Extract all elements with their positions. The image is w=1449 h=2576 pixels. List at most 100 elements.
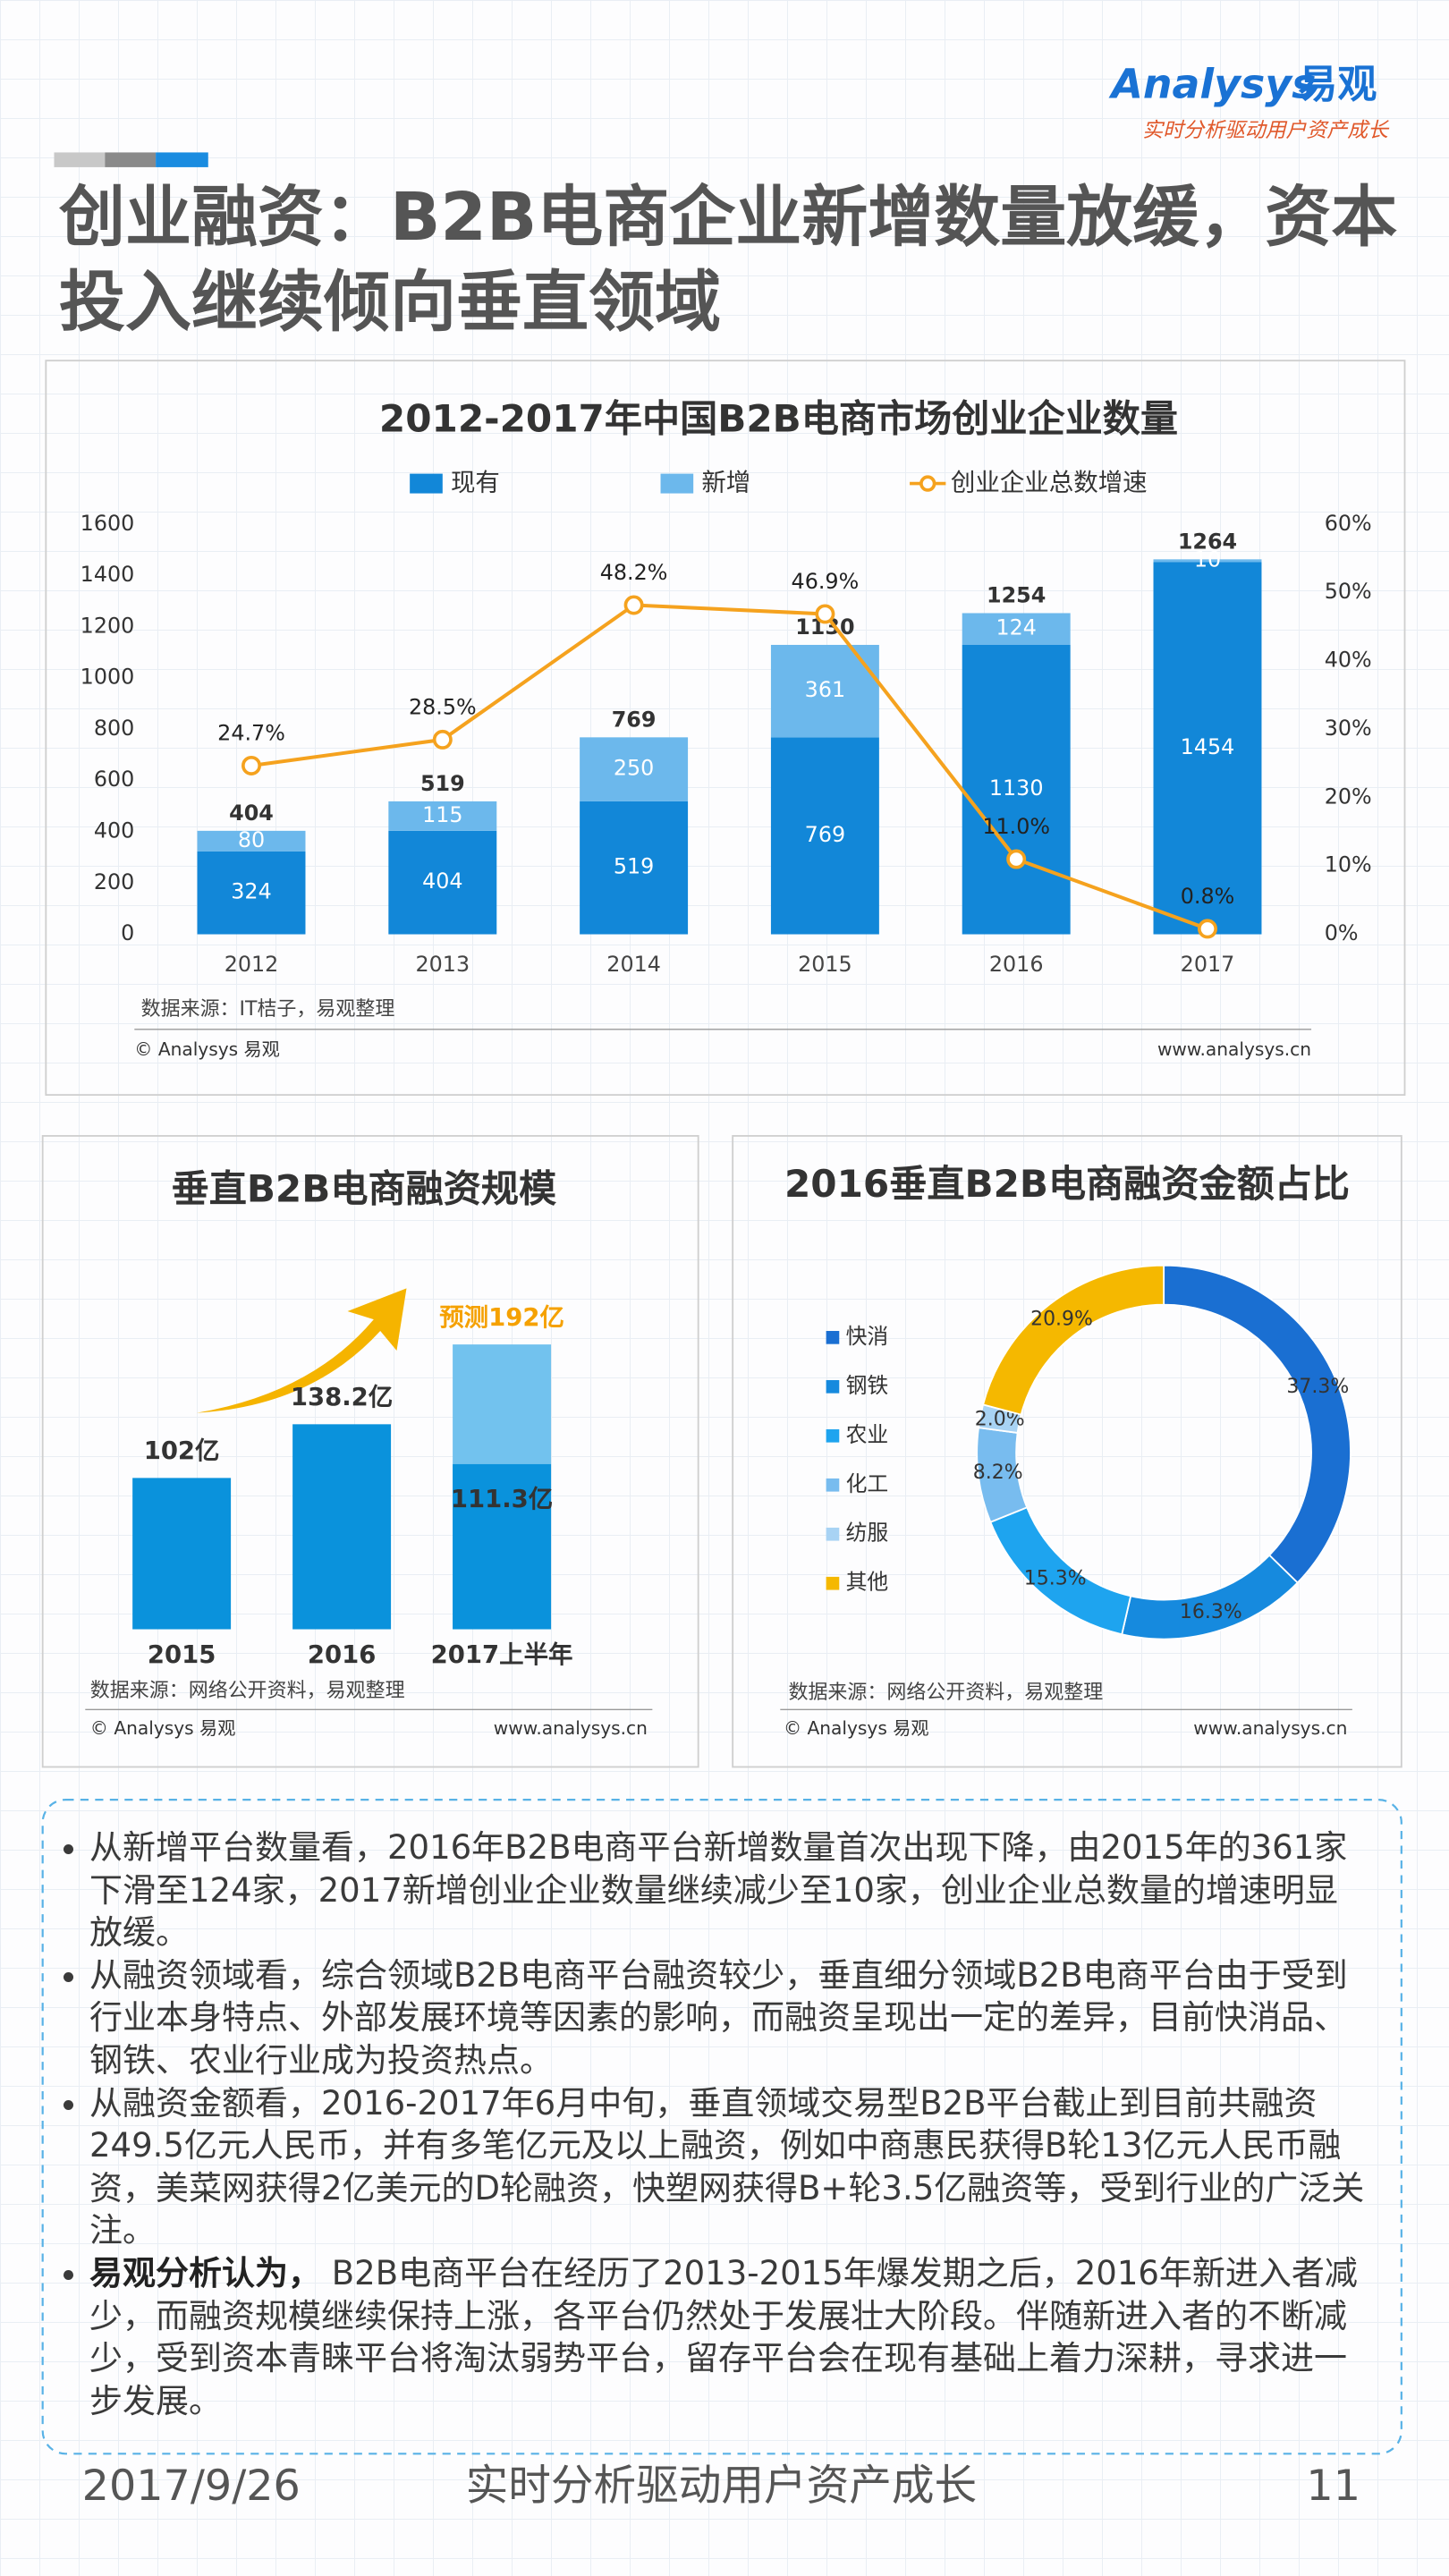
note-text: B2B电商平台在经历了2013-2015年爆发期之后，2016年新进入者减少，而… bbox=[89, 2253, 1358, 2420]
bar-value-label: 102亿 bbox=[144, 1436, 220, 1465]
bar-segment bbox=[770, 737, 879, 935]
legend-swatch bbox=[826, 1331, 840, 1344]
bar-segment bbox=[962, 644, 1071, 935]
bar-value-label: 111.3亿 bbox=[451, 1485, 553, 1513]
legend-label: 化工 bbox=[846, 1471, 889, 1496]
x-tick-label: 2013 bbox=[416, 952, 470, 977]
source-note: 数据来源：网络公开资料，易观整理 bbox=[788, 1682, 1103, 1704]
header-bar bbox=[156, 152, 208, 167]
notes-box bbox=[41, 1799, 1402, 2455]
bar-value-label: 115 bbox=[422, 802, 462, 827]
panel bbox=[45, 360, 1406, 1097]
y-tick-label: 800 bbox=[94, 716, 134, 741]
y-tick-label: 1400 bbox=[80, 562, 135, 587]
bar-segment bbox=[197, 851, 306, 935]
line-marker bbox=[1006, 849, 1027, 869]
legend-swatch bbox=[410, 473, 443, 494]
y2-tick-label: 50% bbox=[1325, 579, 1372, 604]
legend-swatch bbox=[826, 1379, 840, 1394]
note: 从融资领域看，综合领域B2B电商平台融资较少，垂直细分领域B2B电商平台由于受到… bbox=[89, 1954, 1370, 2082]
segment-label: 8.2% bbox=[973, 1462, 1023, 1484]
bar-segment bbox=[388, 801, 497, 831]
forecast-label: 预测192亿 bbox=[439, 1303, 564, 1332]
x-tick-label: 2015 bbox=[148, 1640, 216, 1669]
x-tick-label: 2017上半年 bbox=[431, 1640, 573, 1669]
header-bar bbox=[54, 152, 106, 167]
website: www.analysys.cn bbox=[1157, 1038, 1311, 1060]
total-label: 519 bbox=[420, 771, 465, 796]
source-note: 数据来源：IT桔子，易观整理 bbox=[141, 998, 395, 1021]
bar-value-label: 519 bbox=[614, 854, 654, 879]
y2-tick-label: 20% bbox=[1325, 784, 1372, 809]
x-tick-label: 2016 bbox=[989, 952, 1044, 977]
bar-value-label: 10 bbox=[1194, 547, 1221, 572]
x-tick-label: 2015 bbox=[798, 952, 852, 977]
bar bbox=[292, 1424, 392, 1630]
header-bar bbox=[105, 152, 157, 167]
y2-tick-label: 30% bbox=[1325, 716, 1372, 741]
logo-slogan: 实时分析驱动用户资产成长 bbox=[1142, 119, 1390, 142]
bar-value-label: 1130 bbox=[989, 775, 1044, 801]
line-marker bbox=[815, 604, 835, 624]
legend-marker bbox=[919, 475, 936, 492]
line-value-label: 48.2% bbox=[600, 560, 668, 585]
y-tick-label: 400 bbox=[94, 818, 134, 843]
legend-swatch bbox=[826, 1527, 840, 1541]
total-label: 769 bbox=[612, 708, 657, 733]
total-label: 1254 bbox=[987, 583, 1046, 608]
copyright: © Analysys 易观 bbox=[134, 1038, 280, 1060]
chart-title: 2016垂直B2B电商融资金额占比 bbox=[784, 1162, 1350, 1206]
y-tick-label: 200 bbox=[94, 869, 134, 894]
y2-tick-label: 60% bbox=[1325, 511, 1372, 536]
bar-value-label: 250 bbox=[614, 756, 654, 781]
notes: 从新增平台数量看，2016年B2B电商平台新增数量首次出现下降，由2015年的3… bbox=[63, 1826, 1370, 2422]
y-tick-label: 1200 bbox=[80, 613, 135, 638]
y2-tick-label: 10% bbox=[1325, 852, 1372, 877]
line-marker bbox=[1197, 919, 1217, 939]
website: www.analysys.cn bbox=[494, 1717, 648, 1739]
line-value-label: 24.7% bbox=[217, 721, 285, 746]
bar-segment bbox=[962, 613, 1071, 645]
line-value-label: 28.5% bbox=[409, 695, 477, 720]
logo: Analysys bbox=[1108, 60, 1316, 108]
chart-title: 2012-2017年中国B2B电商市场创业企业数量 bbox=[379, 396, 1178, 440]
legend-swatch bbox=[826, 1428, 840, 1443]
bar-segment bbox=[580, 737, 689, 801]
bar-segment bbox=[197, 830, 306, 852]
y-tick-label: 600 bbox=[94, 767, 134, 792]
segment-label: 15.3% bbox=[1024, 1568, 1087, 1590]
x-tick-label: 2016 bbox=[308, 1640, 376, 1669]
bar-segment bbox=[580, 801, 689, 935]
y2-tick-label: 40% bbox=[1325, 648, 1372, 673]
bar-segment bbox=[388, 830, 497, 935]
segment-label: 16.3% bbox=[1180, 1601, 1242, 1623]
line-marker bbox=[242, 755, 262, 775]
y2-tick-label: 0% bbox=[1325, 920, 1359, 945]
website: www.analysys.cn bbox=[1193, 1717, 1347, 1739]
note-lead: 易观分析认为， bbox=[89, 2253, 321, 2292]
line-marker bbox=[432, 729, 453, 750]
legend-label: 纺服 bbox=[846, 1521, 889, 1546]
bar-value-label: 404 bbox=[422, 869, 462, 894]
source-note: 数据来源：网络公开资料，易观整理 bbox=[90, 1680, 405, 1702]
legend-label: 新增 bbox=[701, 469, 750, 497]
x-tick-label: 2012 bbox=[225, 952, 279, 977]
bar-value-label: 80 bbox=[238, 827, 265, 852]
y-tick-label: 1600 bbox=[80, 511, 135, 536]
note-list: 从新增平台数量看，2016年B2B电商平台新增数量首次出现下降，由2015年的3… bbox=[63, 1826, 1370, 2422]
total-label: 1264 bbox=[1178, 530, 1237, 555]
page-title: 创业融资：B2B电商企业新增数量放缓，资本投入继续倾向垂直领域 bbox=[59, 179, 1398, 341]
bar bbox=[132, 1478, 232, 1630]
line-value-label: 0.8% bbox=[1181, 884, 1235, 909]
line bbox=[250, 603, 1208, 931]
bar-segment bbox=[1153, 562, 1262, 935]
legend-swatch bbox=[826, 1576, 840, 1590]
donut-segment bbox=[1163, 1264, 1352, 1584]
bar-value-label: 138.2亿 bbox=[291, 1383, 393, 1411]
line-marker bbox=[623, 595, 644, 615]
line-value-label: 46.9% bbox=[792, 569, 860, 594]
footer-slogan: 实时分析驱动用户资产成长 bbox=[466, 2462, 978, 2511]
chart-title: 垂直B2B电商融资规模 bbox=[172, 1167, 557, 1211]
